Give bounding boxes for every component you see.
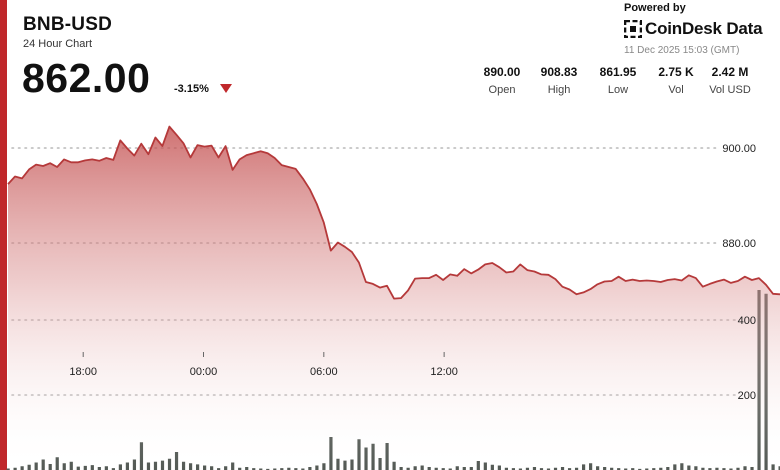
- powered-by-label: Powered by: [624, 2, 686, 14]
- volume-tick-label: 400: [738, 315, 756, 327]
- stats-panel: 890.00 Open 908.83 High 861.95 Low 2.75 …: [470, 65, 760, 97]
- x-tick-label: 18:00: [69, 366, 97, 378]
- accent-bar: [0, 0, 7, 470]
- stat-label: Vol: [668, 84, 684, 96]
- volume-tick-label: 200: [738, 390, 756, 402]
- stat-label: Low: [607, 84, 629, 96]
- stat-open: 890.00 Open: [470, 65, 534, 96]
- timestamp: 11 Dec 2025 15:03 (GMT): [624, 45, 740, 56]
- down-arrow-icon: [220, 84, 232, 93]
- stat-low: 861.95 Low: [586, 65, 650, 96]
- current-price: 862.00: [22, 55, 151, 101]
- price-area: [8, 126, 780, 470]
- coindesk-brand-name: CoinDesk Data: [645, 19, 763, 38]
- stat-volume: 2.75 K Vol: [644, 65, 708, 96]
- stat-value: 2.42 M: [711, 65, 749, 79]
- x-tick-label: 06:00: [310, 366, 338, 378]
- price-tick-label: 880.00: [722, 238, 756, 250]
- price-tick-label: 900.00: [722, 143, 756, 155]
- x-tick-label: 00:00: [190, 366, 218, 378]
- stat-high: 908.83 High: [527, 65, 591, 96]
- stat-value: 890.00: [483, 65, 521, 79]
- price-change: -3.15%: [174, 83, 209, 95]
- stat-value: 2.75 K: [658, 65, 694, 79]
- coindesk-logo: CoinDesk Data: [624, 19, 763, 39]
- stat-label: High: [547, 84, 571, 96]
- stat-volume-usd: 2.42 M Vol USD: [698, 65, 762, 96]
- stat-label: Vol USD: [709, 84, 751, 96]
- stat-value: 861.95: [599, 65, 637, 79]
- x-tick-label: 12:00: [430, 366, 458, 378]
- chart-subtitle: 24 Hour Chart: [23, 38, 93, 50]
- coindesk-logo-icon: [624, 20, 642, 38]
- price-line: [7, 125, 780, 300]
- symbol-title: BNB-USD: [23, 14, 113, 35]
- stat-value: 908.83: [540, 65, 578, 79]
- axis-ticks: 900.00 880.00 400 200 18:00 00:00 06:00 12:00: [69, 143, 756, 402]
- stat-label: Open: [488, 84, 516, 96]
